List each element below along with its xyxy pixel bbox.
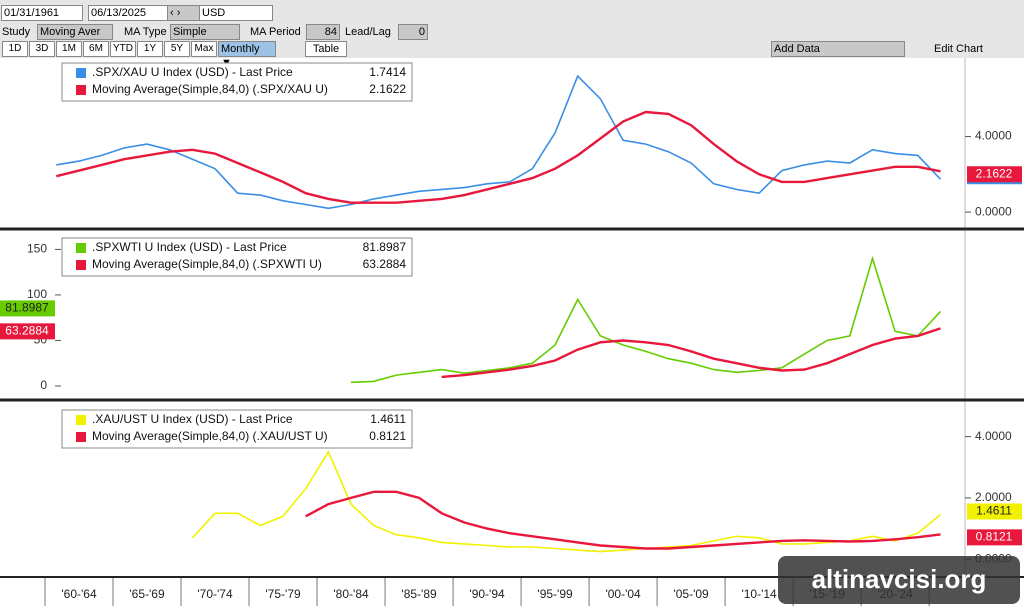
- ma-period[interactable]: 84: [306, 24, 340, 40]
- value-tag: [967, 503, 1022, 520]
- series-line: [305, 490, 941, 550]
- study[interactable]: Moving Aver: [37, 24, 113, 40]
- x-tick-label: '90-'94: [469, 587, 505, 601]
- range-button[interactable]: 1Y: [137, 41, 163, 57]
- series-line: [56, 74, 942, 210]
- legend-label: .SPX/XAU U Index (USD) - Last Price: [92, 65, 293, 79]
- legend-swatch: [76, 415, 86, 425]
- end-date[interactable]: 06/13/2025: [88, 5, 170, 21]
- legend-swatch: [76, 68, 86, 78]
- legend-swatch: [76, 85, 86, 95]
- study-label: Study: [2, 26, 31, 38]
- watermark: altinavcisi.org: [778, 556, 1020, 604]
- charts: 0.0000 4.0000 .SPX/XAU U Index (USD) - Las…: [0, 58, 1024, 606]
- x-tick-label: '65-'69: [129, 587, 165, 601]
- x-tick-label: '75-'79: [265, 587, 301, 601]
- x-tick-label: '85-'89: [401, 587, 437, 601]
- y-tick-label: 4.0000: [975, 429, 1012, 443]
- lead-lag-label: Lead/Lag: [345, 26, 391, 38]
- y-tick-label: 2.0000: [975, 490, 1012, 504]
- range-button[interactable]: 1M: [56, 41, 82, 57]
- x-tick-label: '60-'64: [61, 587, 97, 601]
- legend-label: Moving Average(Simple,84,0) (.SPX/XAU U): [92, 82, 328, 96]
- range-button[interactable]: 3D: [29, 41, 55, 57]
- value-tag-label: 63.2884: [5, 324, 49, 338]
- nav-buttons[interactable]: ‹ ›: [167, 5, 201, 21]
- x-tick-label: '05-'09: [673, 587, 709, 601]
- legend-swatch: [76, 243, 86, 253]
- legend-label: Moving Average(Simple,84,0) (.SPXWTI U): [92, 257, 322, 271]
- legend-value: 1.7414: [369, 65, 406, 79]
- range-button[interactable]: 6M: [83, 41, 109, 57]
- y-tick-label: 4.0000: [975, 129, 1012, 143]
- ma-period-label: MA Period: [250, 26, 301, 38]
- ma-type[interactable]: Simple: [170, 24, 240, 40]
- legend-value: 63.2884: [363, 257, 407, 271]
- toolbar: 01/31/1961 06/13/2025 ‹ › USD Study Movi…: [0, 0, 1024, 69]
- x-tick-label: '80-'84: [333, 587, 369, 601]
- y-tick-label: 100: [27, 287, 47, 301]
- range-button[interactable]: Max: [191, 41, 217, 57]
- frequency[interactable]: Monthly ▼: [218, 41, 276, 69]
- range-button[interactable]: YTD: [110, 41, 136, 57]
- legend-value: 81.8987: [363, 240, 407, 254]
- legend-box: [61, 62, 413, 102]
- value-tag-label: 81.8987: [5, 301, 49, 315]
- y-tick-label: 150: [27, 242, 47, 256]
- x-tick-label: '10-'14: [741, 587, 777, 601]
- series-line: [191, 450, 942, 553]
- y-tick-label: 0: [40, 378, 47, 392]
- legend-value: 2.1622: [369, 82, 406, 96]
- series-line: [350, 255, 942, 384]
- legend-box: [61, 237, 413, 277]
- x-tick-label: '00-'04: [605, 587, 641, 601]
- value-tag: [967, 529, 1022, 546]
- range-button[interactable]: 5Y: [164, 41, 190, 57]
- legend-value: 0.8121: [369, 429, 406, 443]
- value-tag-label: 2.1622: [976, 166, 1013, 180]
- table-button[interactable]: Table: [305, 41, 347, 57]
- x-tick-label: '95-'99: [537, 587, 573, 601]
- range-button[interactable]: 1D: [2, 41, 28, 57]
- value-tag-label: 1.4611: [976, 504, 1012, 518]
- value-tag: [0, 300, 55, 317]
- series-line: [441, 327, 941, 379]
- legend-label: Moving Average(Simple,84,0) (.XAU/UST U): [92, 429, 328, 443]
- start-date[interactable]: 01/31/1961: [1, 5, 83, 21]
- value-tag: [967, 166, 1022, 183]
- series-line: [56, 110, 941, 204]
- legend-label: .XAU/UST U Index (USD) - Last Price: [92, 412, 293, 426]
- add-data[interactable]: Add Data: [771, 41, 905, 57]
- value-tag: [0, 323, 55, 340]
- legend-label: .SPXWTI U Index (USD) - Last Price: [92, 240, 287, 254]
- legend-swatch: [76, 260, 86, 270]
- legend-swatch: [76, 432, 86, 442]
- lead-lag[interactable]: 0: [398, 24, 428, 40]
- value-tag-label: 0.8121: [976, 530, 1013, 544]
- watermark-box: [778, 556, 1020, 604]
- x-tick-label: '70-'74: [197, 587, 233, 601]
- edit-chart[interactable]: Edit Chart: [934, 43, 983, 55]
- watermark-text: altinavcisi.org: [812, 564, 987, 594]
- legend-value: 1.4611: [370, 412, 406, 426]
- y-tick-label: 0.0000: [975, 204, 1012, 218]
- currency[interactable]: USD: [199, 5, 273, 21]
- legend-box: [61, 409, 413, 449]
- ma-type-label: MA Type: [124, 26, 167, 38]
